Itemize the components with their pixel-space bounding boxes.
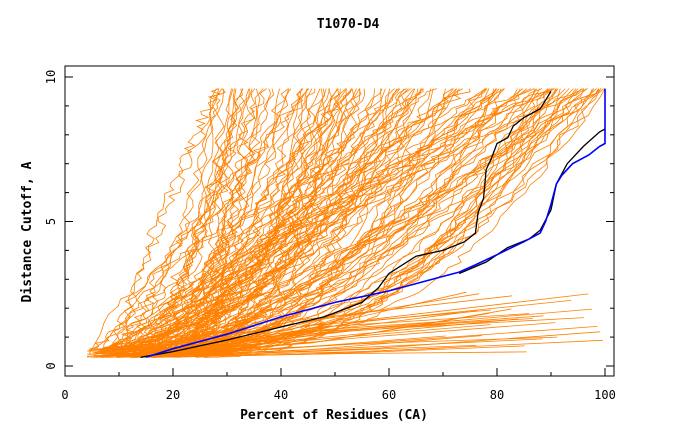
background-model-line [109, 88, 375, 350]
background-model-line [106, 335, 446, 358]
background-model-line [154, 322, 556, 358]
background-model-line [161, 88, 438, 353]
background-model-line [155, 323, 447, 358]
background-model-line [124, 88, 340, 356]
x-tick-label: 0 [61, 388, 68, 402]
background-model-line [112, 88, 226, 350]
background-model-line [198, 88, 497, 356]
background-model-line [100, 291, 467, 358]
background-model-line [136, 88, 577, 350]
background-model-line [89, 88, 532, 354]
background-model-line [94, 88, 502, 356]
y-axis-label: Distance Cutoff, A [20, 161, 35, 302]
background-model-line [117, 313, 530, 358]
y-tick-label: 10 [44, 70, 58, 84]
background-model-line [112, 88, 347, 354]
background-model-line [202, 88, 424, 355]
background-model-line [121, 88, 289, 352]
y-tick-label: 5 [44, 218, 58, 225]
x-tick-label: 40 [274, 388, 288, 402]
y-axis-ticks: 0 5 10 [44, 70, 614, 370]
y-tick-label: 0 [44, 362, 58, 369]
background-model-line [131, 345, 525, 358]
background-model-line [194, 88, 255, 353]
background-model-line [100, 88, 267, 357]
background-model-line [203, 88, 518, 349]
background-model-line [112, 88, 407, 352]
background-model-line [87, 88, 490, 352]
black-model-line [140, 91, 552, 358]
background-model-line [88, 88, 304, 350]
background-model-line [189, 88, 471, 353]
background-model-line [153, 88, 353, 351]
x-tick-label: 80 [490, 388, 504, 402]
background-model-line [96, 295, 513, 358]
background-model-line [156, 293, 589, 358]
background-model-line [185, 88, 601, 352]
background-model-line [132, 310, 478, 358]
background-model-line [94, 88, 223, 354]
background-model-line [118, 88, 584, 352]
background-model-line [157, 88, 412, 355]
background-model-line [185, 88, 487, 351]
x-tick-label: 20 [166, 388, 180, 402]
chart-title: T1070-D4 [317, 17, 380, 32]
background-model-line [130, 88, 588, 354]
x-tick-label: 100 [594, 388, 616, 402]
background-model-line [162, 88, 383, 356]
background-model-line [99, 88, 453, 358]
background-model-line [136, 308, 593, 358]
blue-model-line [145, 88, 606, 359]
background-model-line [150, 88, 352, 357]
background-model-line [165, 88, 557, 355]
background-model-line [92, 324, 491, 358]
highlight-model-lines [140, 88, 606, 359]
x-axis-ticks: 0 20 40 60 80 100 [61, 368, 616, 402]
background-model-line [124, 88, 222, 353]
background-model-lines [87, 88, 606, 358]
background-model-line [180, 88, 401, 351]
background-model-line [141, 88, 243, 350]
background-model-line [126, 88, 460, 350]
x-tick-label: 60 [382, 388, 396, 402]
x-axis-label: Percent of Residues (CA) [240, 408, 428, 423]
background-model-line [203, 88, 600, 351]
